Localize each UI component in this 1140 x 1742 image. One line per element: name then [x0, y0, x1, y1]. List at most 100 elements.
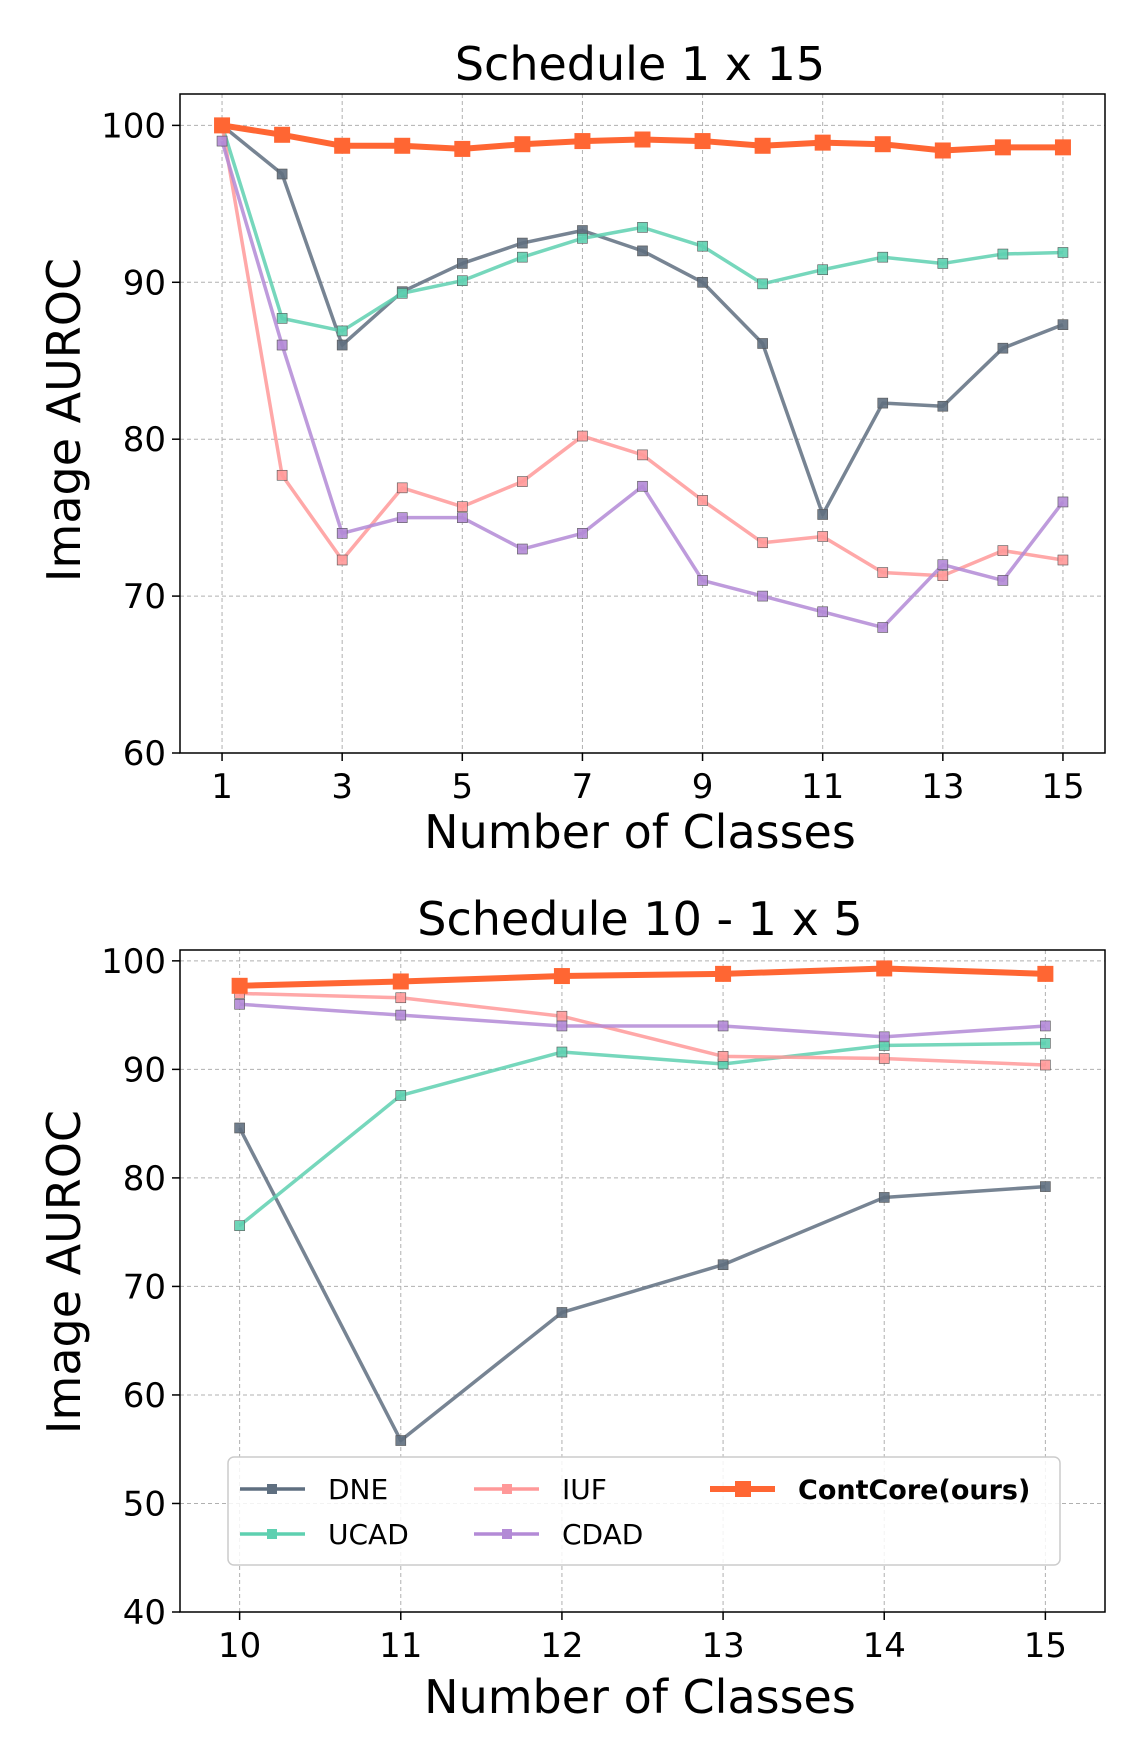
y-axis-label: Image AUROC — [37, 1110, 91, 1434]
legend-marker — [502, 1529, 512, 1539]
legend-marker — [267, 1484, 277, 1494]
legend-entry-cdad: CDAD — [474, 1518, 643, 1551]
data-point — [336, 325, 348, 337]
legend-frame — [227, 1456, 1061, 1566]
data-point — [1040, 1020, 1051, 1032]
data-point — [1040, 1059, 1051, 1071]
x-tick-label: 12 — [540, 1626, 583, 1666]
data-point — [234, 1220, 245, 1231]
data-point — [757, 537, 768, 549]
data-point — [457, 501, 468, 512]
data-point — [637, 222, 648, 233]
data-point — [1057, 319, 1069, 330]
data-point — [394, 137, 411, 154]
x-tick-label: 1 — [211, 767, 233, 807]
x-tick-label: 10 — [218, 1626, 261, 1666]
series-line — [238, 1041, 1046, 1228]
data-point — [994, 139, 1011, 156]
y-tick-label: 60 — [123, 734, 166, 774]
series-ucad — [234, 1038, 1051, 1231]
data-point — [276, 469, 288, 481]
data-point — [1057, 496, 1069, 508]
data-point — [234, 998, 245, 1010]
data-point — [556, 1307, 568, 1318]
legend-marker — [267, 1529, 277, 1539]
y-tick-label: 70 — [123, 1267, 166, 1307]
legend-label: DNE — [328, 1473, 388, 1506]
y-tick-label: 40 — [123, 1593, 166, 1633]
data-point — [234, 1122, 245, 1134]
grid — [180, 94, 1105, 754]
data-point — [276, 168, 288, 180]
series-dne — [234, 1122, 1051, 1446]
x-axis-label: Number of Classes — [424, 805, 856, 859]
data-point — [214, 117, 231, 134]
data-point — [577, 528, 588, 539]
data-point — [517, 476, 528, 487]
data-point — [754, 137, 771, 154]
data-point — [1040, 1038, 1051, 1049]
data-point — [396, 512, 408, 523]
data-point — [757, 278, 768, 290]
data-point — [216, 135, 228, 147]
x-tick-label: 13 — [921, 767, 964, 807]
data-point — [634, 131, 651, 148]
data-point — [392, 973, 409, 990]
data-point — [395, 1435, 407, 1446]
y-tick-label: 80 — [123, 420, 166, 460]
data-point — [556, 1020, 568, 1032]
data-point — [997, 342, 1009, 354]
data-point — [874, 136, 891, 153]
y-axis-label: Image AUROC — [37, 258, 91, 582]
data-point — [997, 248, 1009, 260]
legend-entry-ucad: UCAD — [240, 1518, 409, 1551]
data-point — [937, 258, 949, 269]
x-axis-label: Number of Classes — [424, 1670, 856, 1724]
chart-schedule-1x15: Schedule 1 x 15 Number of Classes Image … — [37, 37, 1106, 859]
y-tick-label: 90 — [123, 263, 166, 303]
x-tick-label: 3 — [331, 767, 353, 807]
y-tick-label: 100 — [101, 106, 166, 146]
data-point — [517, 237, 528, 249]
data-point — [457, 512, 468, 523]
data-point — [457, 258, 468, 269]
data-point — [877, 567, 889, 578]
data-point — [876, 960, 893, 977]
y-tick-label: 50 — [123, 1484, 166, 1524]
data-point — [757, 590, 768, 602]
series-contcore-ours- — [231, 960, 1054, 994]
data-point — [697, 575, 708, 586]
data-point — [517, 251, 528, 263]
y-tick-label: 90 — [123, 1050, 166, 1090]
data-point — [577, 233, 588, 244]
data-point — [694, 133, 711, 150]
plot-frame — [179, 949, 1106, 1613]
data-point — [276, 339, 288, 351]
data-point — [517, 543, 528, 555]
legend-label: IUF — [562, 1473, 607, 1506]
data-point — [637, 449, 648, 461]
data-point — [817, 264, 828, 276]
data-point — [817, 531, 828, 542]
data-point — [717, 1020, 729, 1032]
data-point — [395, 1090, 407, 1101]
data-point — [334, 137, 351, 154]
legend-marker — [735, 1481, 751, 1497]
data-point — [717, 1259, 729, 1271]
data-point — [757, 338, 768, 349]
series-line — [220, 125, 1064, 578]
data-point — [937, 570, 949, 581]
data-point — [637, 245, 648, 257]
data-point — [1040, 1181, 1051, 1192]
x-tick-label: 11 — [801, 767, 844, 807]
series-line — [239, 991, 1046, 1067]
x-tick-label: 11 — [379, 1626, 422, 1666]
data-point — [715, 965, 732, 982]
data-point — [457, 275, 468, 287]
x-tick-label: 5 — [451, 767, 473, 807]
data-point — [1054, 139, 1071, 156]
x-tick-label: 15 — [1041, 767, 1084, 807]
chart-schedule-10-1x5: Schedule 10 - 1 x 5 Number of Classes Im… — [37, 892, 1106, 1724]
series-line — [238, 1127, 1046, 1443]
